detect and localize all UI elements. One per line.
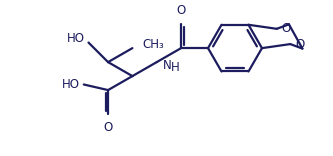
Text: N: N bbox=[163, 59, 171, 72]
Text: HO: HO bbox=[67, 32, 85, 45]
Text: H: H bbox=[171, 61, 179, 74]
Text: O: O bbox=[104, 121, 113, 134]
Text: HO: HO bbox=[62, 78, 80, 91]
Text: O: O bbox=[176, 4, 186, 17]
Text: O: O bbox=[295, 38, 304, 51]
Text: CH₃: CH₃ bbox=[143, 38, 164, 51]
Text: O: O bbox=[282, 22, 291, 35]
